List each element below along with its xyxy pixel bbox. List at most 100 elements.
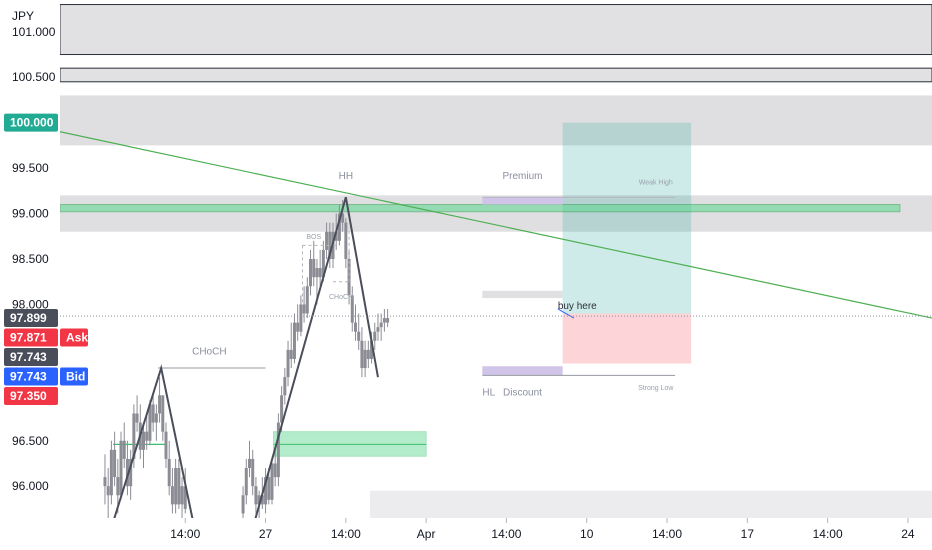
candle-body[interactable] — [260, 495, 264, 505]
candle-body[interactable] — [347, 259, 351, 296]
candle-body[interactable] — [350, 295, 354, 323]
price-badge-bg — [4, 309, 58, 327]
candle-body[interactable] — [321, 249, 325, 278]
resistance-zone-99[interactable] — [60, 203, 901, 213]
candle-body[interactable] — [382, 318, 386, 323]
candle-body[interactable] — [254, 486, 258, 505]
candle-body[interactable] — [344, 222, 348, 259]
candle-body[interactable] — [283, 377, 287, 396]
candle-body[interactable] — [309, 259, 313, 287]
x-tick-label: 14:00 — [170, 527, 200, 541]
candle-body[interactable] — [241, 495, 245, 514]
candle-body[interactable] — [325, 231, 329, 250]
price-badge-value: 97.899 — [10, 311, 47, 325]
buy-here-pointer — [557, 308, 575, 319]
swing-zigzag-1[interactable] — [113, 364, 194, 522]
candle-body[interactable] — [341, 213, 345, 223]
candle-body[interactable] — [167, 458, 171, 487]
supply-zone-gray[interactable] — [60, 95, 932, 146]
premium-band — [482, 197, 563, 205]
swing-zigzag-2[interactable] — [254, 196, 379, 522]
candle-body[interactable] — [386, 318, 390, 323]
candle-body[interactable] — [119, 440, 123, 496]
candle-body[interactable] — [122, 440, 126, 459]
candle-body[interactable] — [161, 395, 165, 432]
candle-body[interactable] — [177, 468, 181, 505]
price-badge-tag-bg — [60, 367, 88, 386]
weak-high-label: Weak High — [639, 179, 673, 186]
candle-body[interactable] — [370, 340, 374, 359]
y-tick-label: 99.500 — [12, 161, 49, 175]
demand-zone-bottom[interactable] — [369, 490, 932, 518]
candle-body[interactable] — [360, 340, 364, 369]
candle-body[interactable] — [109, 449, 113, 496]
supply-zone-top[interactable] — [60, 4, 932, 56]
price-badge: 97.743 — [4, 348, 58, 366]
candle-body[interactable] — [257, 495, 261, 505]
candle-body[interactable] — [305, 286, 309, 314]
candle-body[interactable] — [158, 395, 162, 414]
candle-body[interactable] — [299, 304, 303, 332]
candle-body[interactable] — [276, 422, 280, 478]
candle-body[interactable] — [379, 322, 383, 328]
candle-body[interactable] — [183, 486, 187, 509]
price-badge-bg — [4, 367, 58, 386]
candle-body[interactable] — [151, 404, 155, 423]
candle-body[interactable] — [296, 322, 300, 332]
candle-body[interactable] — [145, 431, 149, 441]
candle-body[interactable] — [292, 322, 296, 359]
candle-body[interactable] — [376, 327, 380, 332]
y-tick-label: 98.000 — [12, 297, 49, 311]
candle-body[interactable] — [125, 458, 129, 487]
candle-body[interactable] — [180, 486, 184, 505]
candle-body[interactable] — [273, 463, 277, 478]
candle-body[interactable] — [267, 477, 271, 500]
candle-body[interactable] — [337, 213, 341, 241]
candle-body[interactable] — [312, 259, 316, 278]
candle-body[interactable] — [116, 477, 120, 496]
long-position-stop[interactable] — [562, 313, 692, 364]
candle-body[interactable] — [113, 449, 117, 478]
candle-body[interactable] — [132, 413, 136, 459]
candle-body[interactable] — [328, 231, 332, 259]
candle-body[interactable] — [363, 349, 367, 369]
candle-body[interactable] — [164, 431, 168, 459]
candle-body[interactable] — [244, 468, 248, 496]
candle-body[interactable] — [142, 431, 146, 450]
price-badge-tag: Ask — [66, 331, 88, 345]
candle-body[interactable] — [357, 331, 361, 341]
candle-body[interactable] — [106, 486, 110, 496]
candle-body[interactable] — [280, 395, 284, 423]
candle-body[interactable] — [135, 413, 139, 423]
candle-body[interactable] — [302, 304, 306, 314]
descending-trendline[interactable] — [60, 131, 932, 319]
candle-body[interactable] — [148, 404, 152, 441]
candle-body[interactable] — [353, 322, 357, 332]
candle-body[interactable] — [286, 349, 290, 378]
candle-body[interactable] — [289, 349, 293, 359]
candle-body[interactable] — [264, 477, 268, 505]
price-badge-value: 97.350 — [10, 389, 47, 403]
price-badge: 100.000 — [4, 113, 58, 132]
candle-body[interactable] — [170, 486, 174, 505]
candle-body[interactable] — [366, 349, 370, 359]
price-badge-value: 97.871 — [10, 331, 47, 345]
candle-body[interactable] — [373, 331, 377, 341]
candle-body[interactable] — [129, 458, 133, 487]
candle-body[interactable] — [334, 231, 338, 241]
candle-body[interactable] — [315, 268, 319, 278]
supply-zone-thin[interactable] — [60, 67, 932, 83]
candle-body[interactable] — [174, 468, 178, 505]
candle-body[interactable] — [103, 477, 107, 487]
long-position-target[interactable] — [562, 122, 692, 314]
x-tick-label: 10 — [580, 527, 594, 541]
candle-body[interactable] — [270, 463, 274, 500]
plot-area[interactable]: CHoCH BOS CHoCH HH HL Premium Discount Weak Hig… — [60, 4, 932, 523]
candle-body[interactable] — [318, 268, 322, 278]
candle-body[interactable] — [154, 413, 158, 423]
buy-here-label: buy here — [558, 301, 597, 312]
candle-body[interactable] — [251, 458, 255, 487]
candle-body[interactable] — [247, 458, 251, 469]
